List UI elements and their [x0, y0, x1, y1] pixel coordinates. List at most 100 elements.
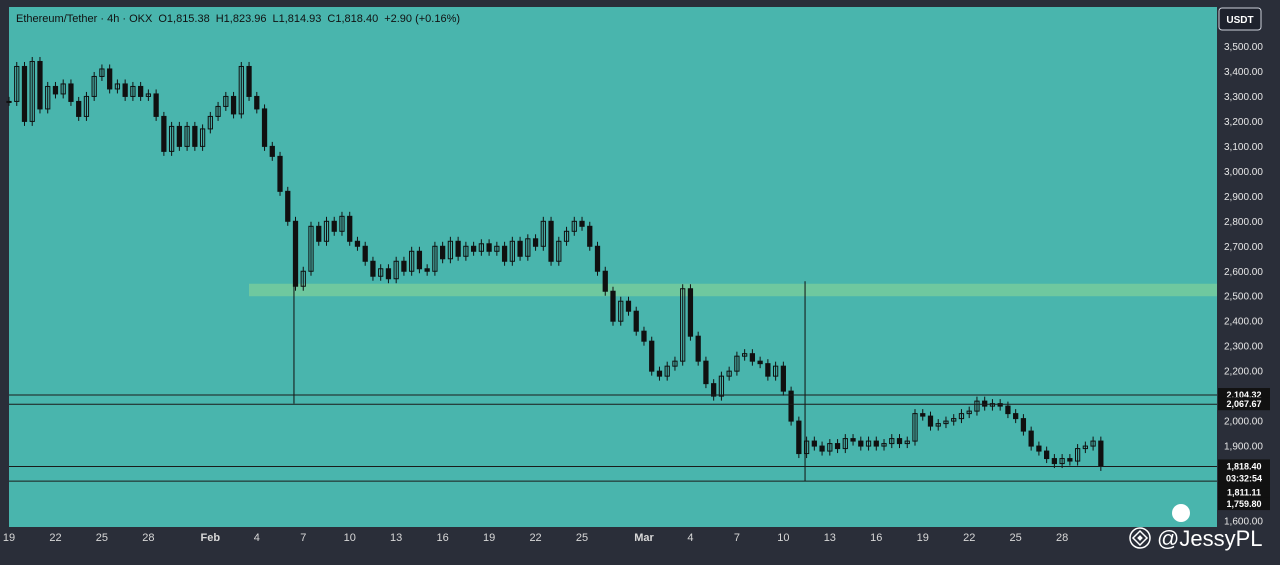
- candle: [664, 361, 670, 381]
- candle-body: [292, 220, 299, 287]
- candle-body: [858, 440, 864, 447]
- candle-body: [610, 290, 616, 322]
- candle: [927, 411, 934, 431]
- candle: [989, 399, 996, 411]
- candle-body: [974, 400, 980, 412]
- candle-body: [447, 240, 454, 260]
- candle-body: [207, 115, 213, 130]
- candle-body: [401, 260, 407, 272]
- candle: [1059, 454, 1065, 469]
- candle-body: [215, 105, 221, 117]
- price-badge: 1,811.11: [1218, 485, 1270, 499]
- candle: [1036, 441, 1042, 456]
- candle: [331, 216, 337, 236]
- candle: [641, 326, 647, 346]
- candle: [300, 266, 306, 291]
- candle-body: [765, 363, 771, 377]
- candle-body: [649, 340, 655, 372]
- currency-button[interactable]: USDT: [1218, 7, 1262, 31]
- candle: [161, 111, 167, 156]
- x-tick-label: Feb: [201, 532, 221, 544]
- currency-button-box[interactable]: [1218, 7, 1262, 31]
- time-axis: 19 22 25 28 Feb 4 7 10 13 16 19 22 25 Mar 4 7 10 13 16 19 22…: [3, 532, 1068, 544]
- candle: [587, 221, 593, 251]
- candle-body: [796, 420, 802, 455]
- candle: [687, 284, 694, 341]
- candle-body: [935, 423, 941, 427]
- x-tick-label: 25: [96, 532, 108, 544]
- candle: [579, 216, 585, 231]
- countdown-label: 03:32:54: [1226, 473, 1262, 483]
- candle: [168, 121, 175, 156]
- y-tick-label: 2,600.00: [1224, 267, 1263, 278]
- x-tick-label: 4: [254, 532, 260, 544]
- candle: [184, 121, 190, 151]
- price-badge-box: [1218, 459, 1270, 486]
- candle-body: [14, 65, 20, 102]
- candle: [246, 61, 252, 101]
- candle-body: [354, 240, 361, 247]
- candle: [21, 61, 28, 126]
- x-tick-label: 19: [483, 532, 495, 544]
- candle: [29, 56, 35, 126]
- candle-body: [385, 268, 392, 280]
- candle-body: [718, 375, 725, 397]
- candle-body: [618, 300, 624, 322]
- price-badge-label: 1,759.80: [1226, 499, 1261, 509]
- candle: [811, 436, 817, 451]
- candle-body: [52, 85, 59, 95]
- x-tick-label: 22: [49, 532, 61, 544]
- candle-body: [966, 410, 972, 415]
- candle-layer: [6, 56, 1104, 482]
- candle: [509, 236, 515, 266]
- currency-button-label[interactable]: USDT: [1226, 15, 1253, 26]
- candle: [796, 416, 802, 459]
- candle: [602, 266, 608, 296]
- candle: [695, 331, 701, 366]
- candle-body: [6, 100, 12, 103]
- candle: [757, 356, 763, 369]
- candle-body: [1067, 458, 1073, 462]
- candle: [858, 436, 864, 451]
- candle: [192, 121, 198, 151]
- candle-body: [416, 250, 423, 270]
- candle-body: [656, 370, 663, 377]
- candle: [656, 366, 663, 381]
- price-badge: 1,759.80: [1218, 497, 1270, 511]
- candle-body: [285, 190, 291, 222]
- candle: [68, 79, 74, 106]
- candle-body: [842, 438, 848, 450]
- watermark-handle: @JessyPL: [1157, 526, 1262, 551]
- candle: [765, 359, 771, 381]
- candle-body: [122, 83, 128, 97]
- candle: [935, 419, 941, 431]
- candle: [1020, 414, 1027, 436]
- candle-body: [424, 268, 430, 272]
- candle-body: [76, 100, 82, 117]
- candle-body: [540, 220, 546, 247]
- candle: [788, 386, 794, 426]
- candle-body: [525, 238, 531, 257]
- candle-body: [277, 155, 283, 192]
- x-tick-label: 22: [963, 532, 975, 544]
- candle: [409, 246, 415, 276]
- x-tick-label: 13: [824, 532, 836, 544]
- candle: [378, 264, 384, 281]
- candle: [548, 216, 554, 266]
- candle-body: [594, 245, 601, 272]
- candle: [14, 61, 20, 106]
- candle-body: [378, 268, 384, 277]
- candle-body: [1074, 448, 1081, 462]
- y-tick-label: 2,900.00: [1224, 192, 1263, 203]
- y-tick-label: 3,100.00: [1224, 142, 1263, 153]
- candle: [76, 96, 82, 121]
- y-tick-label: 3,300.00: [1224, 92, 1263, 103]
- legend-high: H1,823.96: [216, 13, 267, 25]
- candle: [772, 361, 779, 381]
- x-tick-label: 16: [870, 532, 882, 544]
- candle: [176, 121, 182, 151]
- candle: [486, 239, 492, 256]
- x-tick-label: 10: [777, 532, 789, 544]
- candle-body: [556, 240, 562, 262]
